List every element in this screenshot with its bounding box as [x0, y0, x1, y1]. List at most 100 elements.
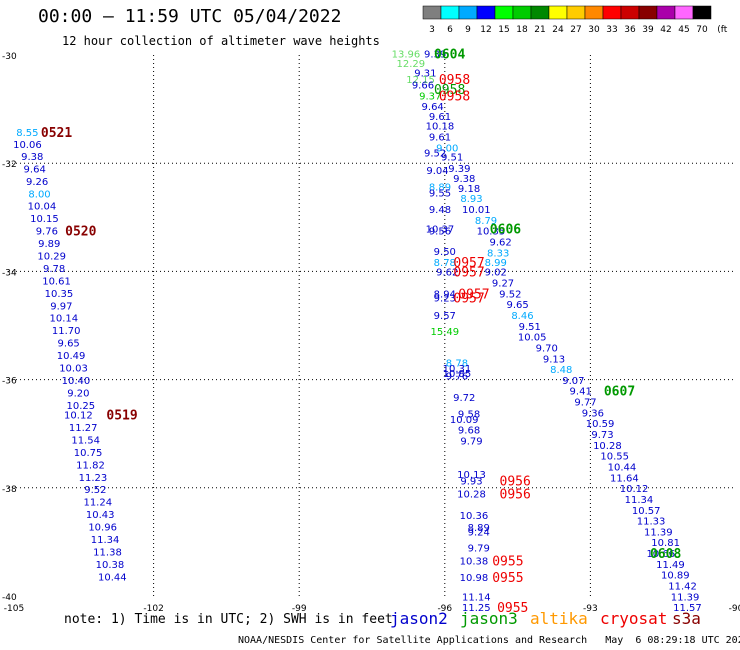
- x-tick-label: -96: [437, 604, 452, 614]
- wave-height-point: 9.64: [422, 102, 444, 113]
- wave-height-point: 9.79: [468, 544, 490, 555]
- wave-height-point: 13.96: [392, 50, 421, 61]
- wave-height-point: 10.15: [30, 214, 59, 225]
- wave-height-point: 8.00: [28, 189, 50, 200]
- y-tick-label: -38: [2, 485, 17, 495]
- wave-height-point: 9.20: [67, 388, 89, 399]
- wave-height-point: 9.62: [436, 268, 458, 279]
- wave-height-point: 8.46: [511, 311, 533, 322]
- wave-height-point: 10.37: [426, 224, 455, 235]
- pass-time-label: 0958: [439, 73, 470, 88]
- wave-height-point: 9.52: [499, 289, 521, 300]
- colorbar-label: 33: [606, 25, 617, 35]
- wave-height-point: 11.25: [462, 603, 491, 614]
- wave-height-point: 10.89: [661, 571, 690, 582]
- legend-jason3: jason3: [460, 609, 518, 628]
- wave-height-point: 10.29: [37, 251, 66, 262]
- wave-height-point: 8.99: [485, 258, 507, 269]
- wave-height-point: 9.79: [460, 437, 482, 448]
- wave-height-point: 11.23: [79, 473, 108, 484]
- wave-height-point: 9.48: [429, 205, 451, 216]
- wave-height-point: 10.14: [49, 314, 78, 325]
- y-tick-label: -34: [2, 268, 17, 278]
- wave-height-point: 9.93: [460, 477, 482, 488]
- wave-height-point: 11.39: [644, 527, 673, 538]
- wave-height-point: 9.36: [582, 408, 604, 419]
- page-subtitle: 12 hour collection of altimeter wave hei…: [62, 34, 380, 48]
- pass-time-label: 0604: [434, 48, 465, 63]
- wave-height-point: 9.13: [543, 354, 565, 365]
- colorbar-label: 36: [624, 25, 636, 35]
- wave-height-point: 9.78: [43, 264, 65, 275]
- wave-height-point: 9.65: [506, 300, 528, 311]
- wave-height-point: 15.49: [430, 327, 459, 338]
- wave-height-point: 12.29: [397, 59, 426, 70]
- wave-height-point: 8.78: [434, 258, 456, 269]
- wave-height-point: 9.38: [453, 174, 475, 185]
- pass-time-label: 0955: [497, 601, 528, 616]
- y-tick-label: -30: [2, 52, 17, 62]
- wave-height-point: 9.39: [424, 50, 446, 61]
- wave-height-point: 10.61: [42, 276, 71, 287]
- wave-height-point: 11.27: [69, 423, 98, 434]
- x-tick-label: -90: [729, 604, 740, 614]
- wave-height-point: 8.55: [16, 128, 38, 139]
- wave-height-point: 10.66: [646, 549, 675, 560]
- colorbar-label: 12: [480, 25, 491, 35]
- wave-height-point: 10.75: [74, 448, 103, 459]
- y-tick-label: -36: [2, 377, 17, 387]
- wave-height-point: 9.58: [458, 409, 480, 420]
- wave-height-point: 10.05: [518, 333, 547, 344]
- wave-height-point: 8.94: [434, 289, 456, 300]
- pass-time-label: 0521: [41, 126, 72, 141]
- wave-height-point: 10.38: [460, 557, 489, 568]
- wave-height-point: 9.56: [429, 227, 451, 238]
- colorbar-label: 3: [429, 25, 435, 35]
- colorbar-label: 30: [588, 25, 600, 35]
- footer-credit: NOAA/NESDIS Center for Satellite Applica…: [238, 635, 740, 646]
- colorbar-label: 18: [516, 25, 528, 35]
- wave-height-point: 11.38: [93, 547, 122, 558]
- wave-height-point: 10.35: [45, 289, 74, 300]
- wave-height-point: 10.44: [98, 572, 127, 583]
- pass-time-label: 0608: [650, 547, 681, 562]
- pass-time-label: 0956: [500, 475, 531, 490]
- wave-height-point: 11.42: [668, 582, 697, 593]
- wave-height-point: 10.55: [600, 452, 629, 463]
- wave-height-point: 10.36: [460, 511, 489, 522]
- wave-height-point: 10.85: [443, 369, 472, 380]
- wave-height-point: 9.68: [458, 426, 480, 437]
- colorbar-label: 42: [660, 25, 671, 35]
- wave-height-point: 10.12: [64, 411, 93, 422]
- wave-height-point: 10.35: [477, 227, 506, 238]
- wave-height-point: 9.76: [36, 227, 58, 238]
- x-tick-label: -105: [4, 604, 24, 614]
- wave-height-point: 9.24: [468, 527, 490, 538]
- wave-height-point: 9.04: [426, 166, 448, 177]
- wave-height-point: 9.41: [570, 387, 592, 398]
- wave-height-point: 11.70: [52, 326, 81, 337]
- wave-height-point: 9.65: [58, 339, 80, 350]
- wave-height-point: 8.33: [487, 248, 509, 259]
- wave-height-point: 9.61: [429, 132, 451, 143]
- wave-height-point: 11.57: [673, 603, 702, 614]
- page-title: 00:00 – 11:59 UTC 05/04/2022: [38, 6, 342, 27]
- pass-time-label: 0607: [604, 385, 635, 400]
- wave-height-point: 10.28: [457, 490, 486, 501]
- y-tick-label: -40: [2, 593, 17, 603]
- wave-height-point: 10.12: [620, 484, 649, 495]
- wave-height-point: 9.55: [429, 189, 451, 200]
- wave-height-point: 11.39: [671, 592, 700, 603]
- wave-height-point: 10.31: [443, 364, 472, 375]
- wave-height-point: 8.89: [429, 182, 451, 193]
- wave-height-point: 9.52: [84, 485, 106, 496]
- pass-time-label: 0958: [439, 89, 470, 104]
- wave-height-point: 11.82: [76, 460, 105, 471]
- wave-height-point: 10.49: [57, 351, 86, 362]
- wave-height-point: 9.02: [485, 268, 507, 279]
- wave-height-point: 9.26: [26, 177, 48, 188]
- pass-time-label: 0955: [492, 571, 523, 586]
- wave-height-point: 9.61: [429, 112, 451, 123]
